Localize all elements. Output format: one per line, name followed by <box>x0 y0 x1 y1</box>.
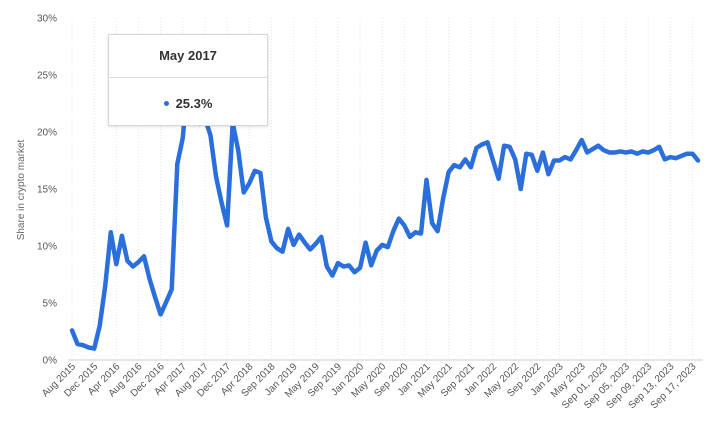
tooltip-divider <box>109 77 267 78</box>
tooltip-series-dot <box>163 101 169 107</box>
y-axis-ticks: 0% 5% 10% 15% 20% 25% 30% <box>37 14 57 367</box>
y-tick-label: 30% <box>37 14 57 25</box>
tooltip-value: 25.3% <box>175 96 213 111</box>
tooltip-row: 25.3% <box>109 96 267 111</box>
y-tick-label: 0% <box>43 356 58 367</box>
share-line-series[interactable] <box>69 69 701 351</box>
y-tick-label: 15% <box>37 185 57 196</box>
y-tick-label: 25% <box>37 71 57 82</box>
y-tick-label: 5% <box>43 299 58 310</box>
tooltip-title: May 2017 <box>159 48 217 63</box>
y-tick-label: 20% <box>37 128 57 139</box>
y-tick-label: 10% <box>37 242 57 253</box>
chart-tooltip: May 2017 25.3% <box>108 34 268 126</box>
y-axis-label: Share in crypto market <box>16 139 27 240</box>
